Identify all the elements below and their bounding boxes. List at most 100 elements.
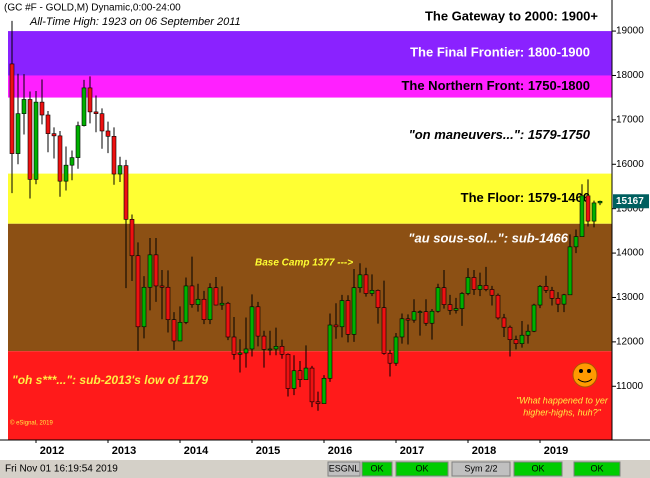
candle-body — [159, 285, 165, 288]
candle-body — [495, 294, 501, 319]
candle-body — [435, 287, 441, 312]
candle-body — [447, 304, 453, 311]
candle-body — [165, 286, 171, 320]
candle-body — [477, 285, 483, 290]
candle-body — [87, 87, 93, 113]
status-box — [451, 461, 511, 477]
candle-body — [117, 165, 123, 175]
status-item: OK — [370, 463, 383, 473]
candle-body — [465, 277, 471, 294]
status-item: OK — [590, 463, 603, 473]
candle-body — [285, 354, 291, 389]
candle-body — [543, 286, 549, 291]
candle-body — [141, 286, 147, 328]
candle-body — [441, 287, 447, 305]
candle-body — [195, 298, 201, 305]
candle-body — [585, 195, 591, 222]
band — [8, 0, 612, 32]
x-tick-label: 2018 — [472, 445, 496, 457]
candle-body — [21, 99, 27, 114]
candle-body — [573, 236, 579, 248]
band-label: "oh s***...": sub-2013's low of 1179 — [12, 373, 208, 387]
candle-body — [99, 113, 105, 132]
candle-body — [213, 287, 219, 306]
ath: All-Time High: 1923 on 06 September 2011 — [29, 16, 241, 28]
candle-body — [555, 298, 561, 305]
band-label: The Floor: 1579-1466 — [461, 190, 590, 205]
candle-body — [183, 285, 189, 323]
candle-body — [177, 322, 183, 342]
candle-body — [255, 306, 261, 337]
band-label: The Northern Front: 1750-1800 — [401, 78, 590, 93]
band-label: The Gateway to 2000: 1900+ — [425, 8, 598, 23]
candle-body — [369, 290, 375, 294]
candle-body — [207, 287, 213, 320]
x-tick-label: 2013 — [112, 445, 136, 457]
x-tick-label: 2012 — [40, 445, 64, 457]
candle-body — [57, 135, 63, 182]
candle-body — [267, 348, 273, 351]
candle-body — [291, 370, 297, 389]
candle-body — [453, 308, 459, 311]
status-item: OK — [531, 463, 544, 473]
candle-body — [27, 99, 33, 180]
candle-body — [249, 306, 255, 350]
candle-body — [45, 114, 51, 134]
y-tick-label: 15000 — [616, 203, 644, 214]
candle-body — [405, 318, 411, 321]
candle-body — [135, 255, 141, 328]
candle-body — [507, 326, 513, 340]
candle-body — [201, 298, 207, 320]
x-tick-label: 2014 — [184, 445, 209, 457]
candle-body — [309, 367, 315, 403]
candle-body — [567, 246, 573, 296]
candle-body — [261, 335, 267, 350]
candles — [9, 20, 603, 411]
candle-body — [225, 302, 231, 338]
status-box — [513, 461, 563, 477]
status-time: Fri Nov 01 16:19:54 2019 — [5, 464, 118, 475]
candle-body — [513, 339, 519, 344]
candle-body — [243, 348, 249, 354]
candle-body — [561, 294, 567, 305]
last-price-tag — [613, 194, 649, 209]
status-item: OK — [415, 463, 428, 473]
candle-body — [387, 353, 393, 364]
candle-body — [363, 274, 369, 294]
x-tick-label: 2015 — [256, 445, 280, 457]
candle-body — [63, 164, 69, 182]
status-box — [573, 461, 621, 477]
candle-body — [549, 290, 555, 299]
y-tick-label: 11000 — [616, 381, 644, 392]
band — [8, 75, 612, 98]
candle-body — [33, 101, 39, 180]
candle-body — [129, 219, 135, 257]
candle-body — [525, 330, 531, 336]
candle-body — [597, 200, 603, 204]
candle-body — [411, 311, 417, 321]
candle-body — [9, 63, 15, 154]
candle-body — [51, 133, 57, 137]
candle-body — [297, 370, 303, 380]
candle-body — [501, 317, 507, 328]
candle-body — [483, 285, 489, 290]
candle-body — [345, 300, 351, 335]
x-tick-label: 2017 — [400, 445, 424, 457]
last-price-label: 15167 — [616, 196, 644, 207]
candle-body — [273, 346, 279, 350]
x-tick-label: 2019 — [544, 445, 568, 457]
candle-body — [75, 125, 81, 158]
question: higher-highs, huh?" — [523, 407, 601, 417]
band-label: "on maneuvers...": 1579-1750 — [409, 127, 591, 142]
candle-body — [189, 285, 195, 305]
candle-body — [69, 157, 75, 166]
band-label: "au sous-sol...": sub-1466 — [408, 230, 568, 245]
copyright: © eSignal, 2019 — [10, 420, 53, 427]
candle-body — [399, 318, 405, 338]
candle-body — [519, 334, 525, 344]
band — [8, 173, 612, 224]
status-box — [361, 461, 393, 477]
candle-body — [231, 336, 237, 355]
symbol: (GC #F - GOLD,M) Dynamic,0:00-24:00 — [4, 3, 181, 14]
